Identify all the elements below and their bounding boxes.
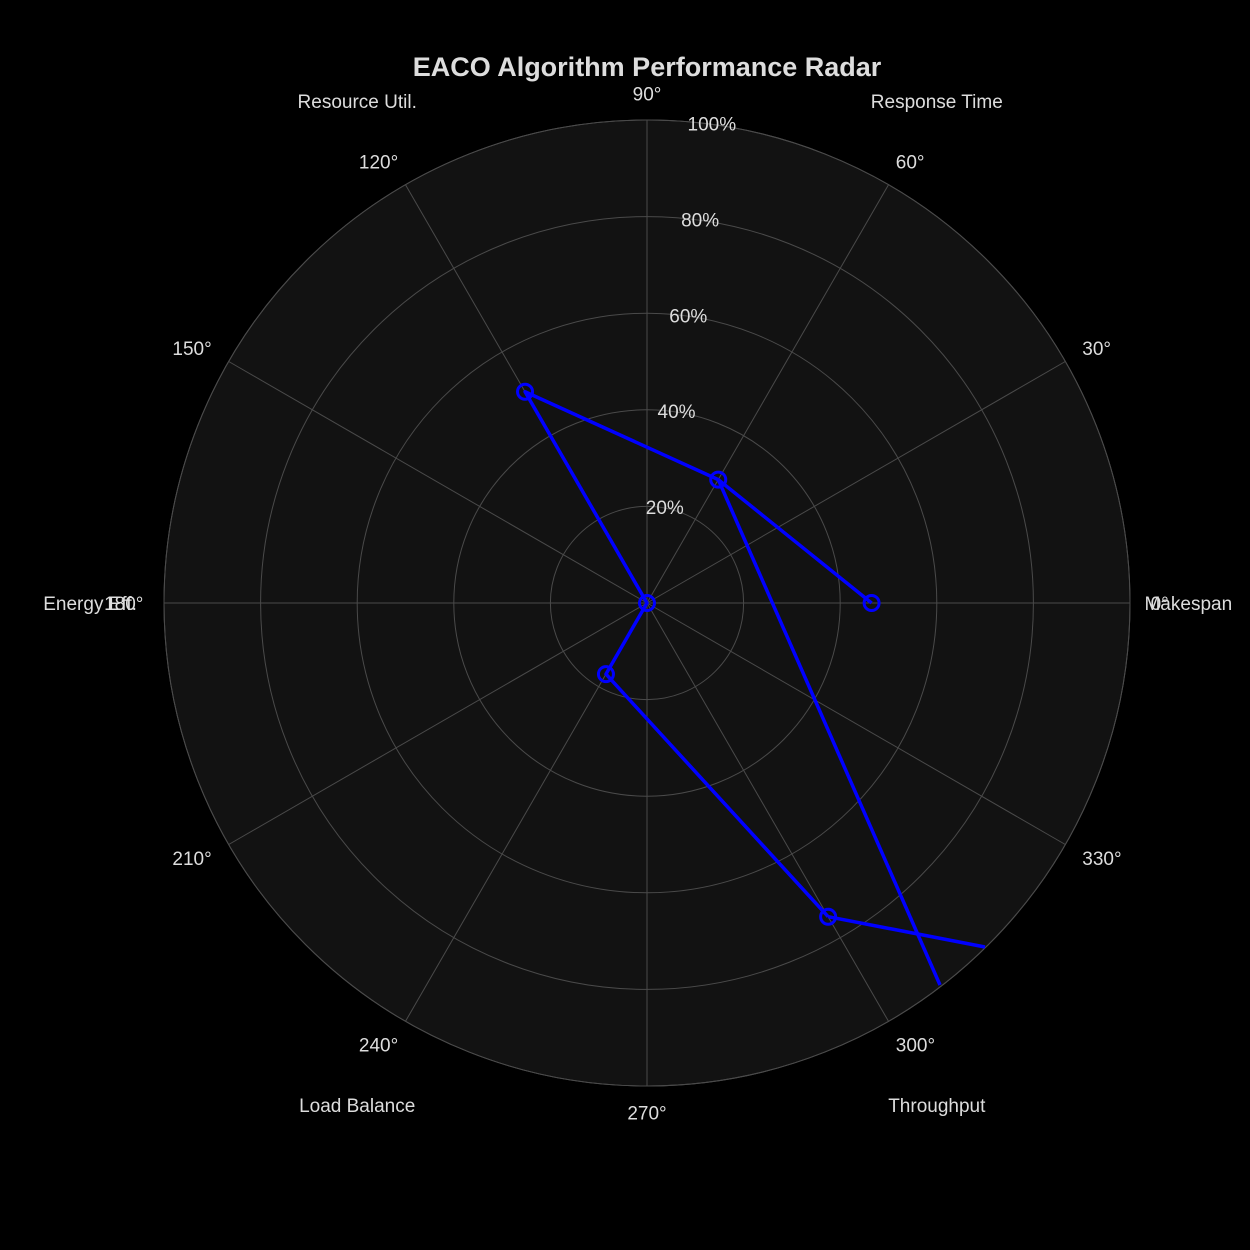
category-label: Resource Util.: [298, 92, 417, 113]
radial-tick-labels: 20% 40% 60% 80% 100%: [646, 115, 737, 520]
angular-tick-label: 330°: [1082, 849, 1121, 870]
data-point-marker: [638, 594, 656, 612]
category-label: Load Balance: [299, 1096, 415, 1117]
angular-gridline: [228, 602, 648, 845]
angular-tick-label: 300°: [896, 1035, 935, 1056]
angular-tick-label: 180°: [104, 594, 143, 615]
angular-gridline: [646, 602, 889, 1022]
angular-tick-label: 270°: [627, 1104, 666, 1125]
category-label: Makespan: [1144, 594, 1232, 615]
angular-tick-label: 210°: [172, 849, 211, 870]
category-label: Throughput: [888, 1096, 986, 1117]
data-point-marker: [862, 594, 881, 612]
data-point-marker: [516, 382, 535, 401]
angular-tick-labels: 0° 30° 60° 90° 120° 150° 180° 210° 240° 270° 300° 3…: [104, 84, 1169, 1124]
radial-tick-label: 100%: [688, 115, 737, 136]
angular-gridline: [646, 361, 1066, 604]
angular-gridline: [646, 184, 889, 604]
series-line-segment: [827, 914, 986, 949]
data-point-marker: [709, 470, 728, 489]
series-line: [523, 390, 873, 918]
category-label: Response Time: [871, 92, 1003, 113]
series-layer: [516, 382, 986, 986]
radial-tick-label: 80%: [681, 210, 719, 231]
angular-tick-label: 30°: [1082, 339, 1111, 360]
angular-gridline: [228, 361, 648, 604]
angular-tick-label: 240°: [359, 1035, 398, 1056]
radial-tick-label: 40%: [658, 402, 696, 423]
data-point-marker: [596, 665, 615, 684]
angular-tick-label: 150°: [172, 339, 211, 360]
angular-tick-label: 60°: [896, 153, 925, 174]
chart-title: EACO Algorithm Performance Radar: [413, 52, 882, 82]
angular-gridline: [646, 602, 1066, 845]
category-label: Energy Eff.: [43, 594, 137, 615]
angular-tick-label: 120°: [359, 153, 398, 174]
angular-tick-label: 0°: [1151, 594, 1169, 615]
radial-tick-label: 60%: [669, 306, 707, 327]
series-line-segment: [716, 478, 942, 986]
category-labels: Makespan Response Time Resource Util. Energ…: [43, 92, 1232, 1117]
radial-tick-label: 20%: [646, 498, 684, 519]
angular-tick-label: 90°: [633, 84, 662, 105]
data-point-marker: [819, 907, 838, 926]
